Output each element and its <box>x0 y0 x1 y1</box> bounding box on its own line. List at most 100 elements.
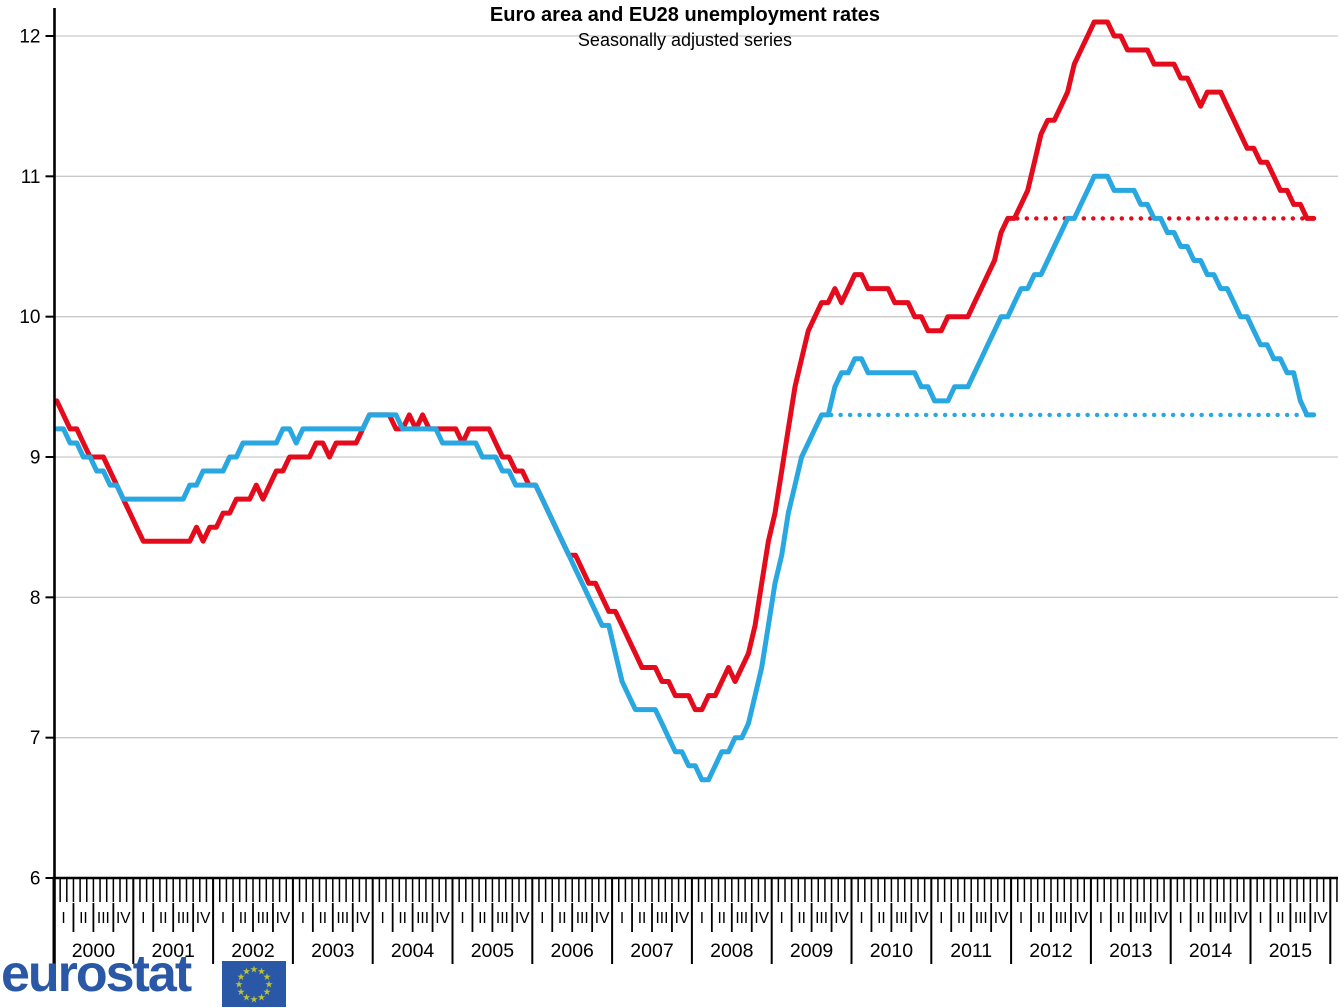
quarter-label: III <box>257 910 270 927</box>
euro-area-line <box>54 19 1317 713</box>
quarter-label: IV <box>515 910 530 927</box>
quarter-label: II <box>159 910 168 927</box>
quarter-label: I <box>1099 910 1103 927</box>
quarter-label: I <box>1019 910 1023 927</box>
quarter-label: I <box>61 910 65 927</box>
quarter-label: IV <box>276 910 291 927</box>
quarter-label: I <box>301 910 305 927</box>
quarter-label: I <box>141 910 145 927</box>
year-label: 2013 <box>1109 940 1152 962</box>
year-label: 2015 <box>1269 940 1313 962</box>
quarter-label: III <box>97 910 110 927</box>
eu-flag-star-icon: ★ <box>242 966 251 977</box>
y-axis-label: 11 <box>21 167 41 188</box>
y-axis-label: 9 <box>30 448 41 469</box>
chart-subtitle: Seasonally adjusted series <box>577 30 793 50</box>
quarter-label: II <box>239 910 248 927</box>
year-label: 2006 <box>551 940 594 962</box>
quarter-label: II <box>558 910 567 927</box>
quarter-label: IV <box>116 910 131 927</box>
quarter-label: IV <box>914 910 929 927</box>
quarter-label: I <box>939 910 943 927</box>
quarter-label: I <box>460 910 464 927</box>
quarter-label: II <box>877 910 886 927</box>
year-label: 2011 <box>950 940 992 962</box>
quarter-label: II <box>478 910 487 927</box>
quarter-label: IV <box>675 910 690 927</box>
y-axis-label: 8 <box>30 588 41 609</box>
year-label: 2004 <box>391 940 435 962</box>
quarter-label: III <box>1055 910 1068 927</box>
quarter-label: II <box>398 910 407 927</box>
year-label: 2009 <box>790 940 833 962</box>
quarter-label: I <box>540 910 544 927</box>
quarter-label: III <box>336 910 349 927</box>
quarter-label: I <box>780 910 784 927</box>
quarter-label: III <box>735 910 748 927</box>
quarter-label: IV <box>834 910 849 927</box>
quarter-label: IV <box>1233 910 1248 927</box>
quarter-label: IV <box>595 910 610 927</box>
quarter-label: III <box>815 910 828 927</box>
chart-title: Euro area and EU28 unemployment rates <box>489 4 881 26</box>
quarter-label: II <box>1276 910 1285 927</box>
quarter-label: III <box>416 910 429 927</box>
quarter-label: IV <box>1153 910 1168 927</box>
quarter-label: III <box>1214 910 1227 927</box>
quarter-label: III <box>975 910 988 927</box>
quarter-label: I <box>1179 910 1183 927</box>
quarter-label: I <box>700 910 704 927</box>
eu-flag-star-icon: ★ <box>257 966 266 977</box>
year-label: 2010 <box>870 940 914 962</box>
quarter-label: IV <box>1074 910 1089 927</box>
y-axis-label: 6 <box>30 869 41 890</box>
quarter-label: IV <box>754 910 769 927</box>
quarter-label: I <box>381 910 385 927</box>
quarter-label: IV <box>196 910 211 927</box>
eu-flag-background <box>222 961 286 1007</box>
year-label: 2007 <box>630 940 673 962</box>
quarter-label: I <box>221 910 225 927</box>
quarter-label: III <box>1294 910 1307 927</box>
quarter-label: II <box>1196 910 1205 927</box>
eu-flag-star-icon: ★ <box>237 987 246 998</box>
quarter-label: III <box>496 910 509 927</box>
year-label: 2008 <box>710 940 753 962</box>
quarter-label: IV <box>1313 910 1328 927</box>
y-axis-label: 10 <box>19 307 40 328</box>
y-axis-label: 7 <box>30 728 41 749</box>
quarter-label: II <box>319 910 328 927</box>
eu-flag-star-icon: ★ <box>250 994 259 1005</box>
year-label: 2014 <box>1189 940 1233 962</box>
year-label: 2002 <box>231 940 274 962</box>
eu-flag-icon: ★★★★★★★★★★★★ <box>222 961 286 1007</box>
quarter-label: IV <box>435 910 450 927</box>
quarter-label: II <box>797 910 806 927</box>
quarter-label: III <box>177 910 190 927</box>
eu-flag-star-icon: ★ <box>235 979 244 990</box>
year-label: 2001 <box>152 940 195 962</box>
year-label: 2005 <box>471 940 515 962</box>
eu-flag-star-icon: ★ <box>237 972 246 983</box>
eurostat-logo-text: eurostat <box>1 945 192 1003</box>
quarter-label: I <box>859 910 863 927</box>
eu-flag-star-icon: ★ <box>263 987 272 998</box>
year-label: 2000 <box>72 940 116 962</box>
eu-flag-star-icon: ★ <box>263 972 272 983</box>
y-axis-label: 12 <box>19 27 40 48</box>
quarter-label: II <box>718 910 727 927</box>
quarter-label: II <box>1117 910 1126 927</box>
quarter-label: III <box>895 910 908 927</box>
quarter-label: III <box>576 910 589 927</box>
quarter-label: II <box>79 910 88 927</box>
year-label: 2012 <box>1029 940 1072 962</box>
eu-flag-star-icon: ★ <box>257 992 266 1003</box>
quarter-label: III <box>656 910 669 927</box>
quarter-label: I <box>1258 910 1262 927</box>
eu-flag-star-icon: ★ <box>265 979 274 990</box>
quarter-label: II <box>957 910 966 927</box>
quarter-label: I <box>620 910 624 927</box>
year-label: 2003 <box>311 940 354 962</box>
quarter-label: IV <box>355 910 370 927</box>
